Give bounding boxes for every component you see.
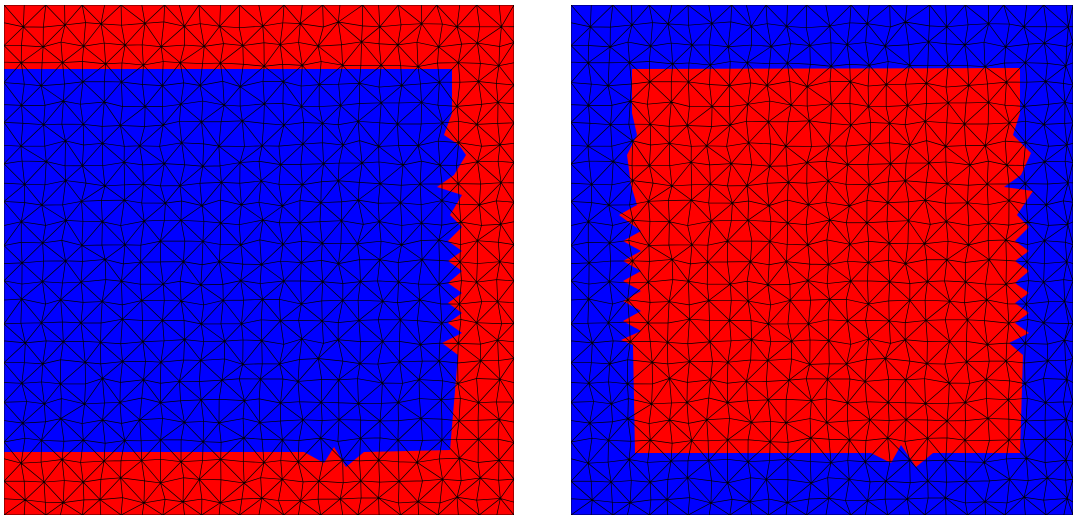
mesh-edges <box>4 5 514 515</box>
mesh-panel-left <box>4 5 514 515</box>
mesh-lines-left <box>4 5 514 515</box>
mesh-plot-left <box>4 5 514 515</box>
mesh-plot-right <box>571 5 1073 515</box>
inner-region-right <box>619 68 1033 467</box>
mesh-edges <box>571 5 1073 515</box>
mesh-lines-right <box>571 5 1073 515</box>
mesh-panel-right <box>571 5 1073 515</box>
